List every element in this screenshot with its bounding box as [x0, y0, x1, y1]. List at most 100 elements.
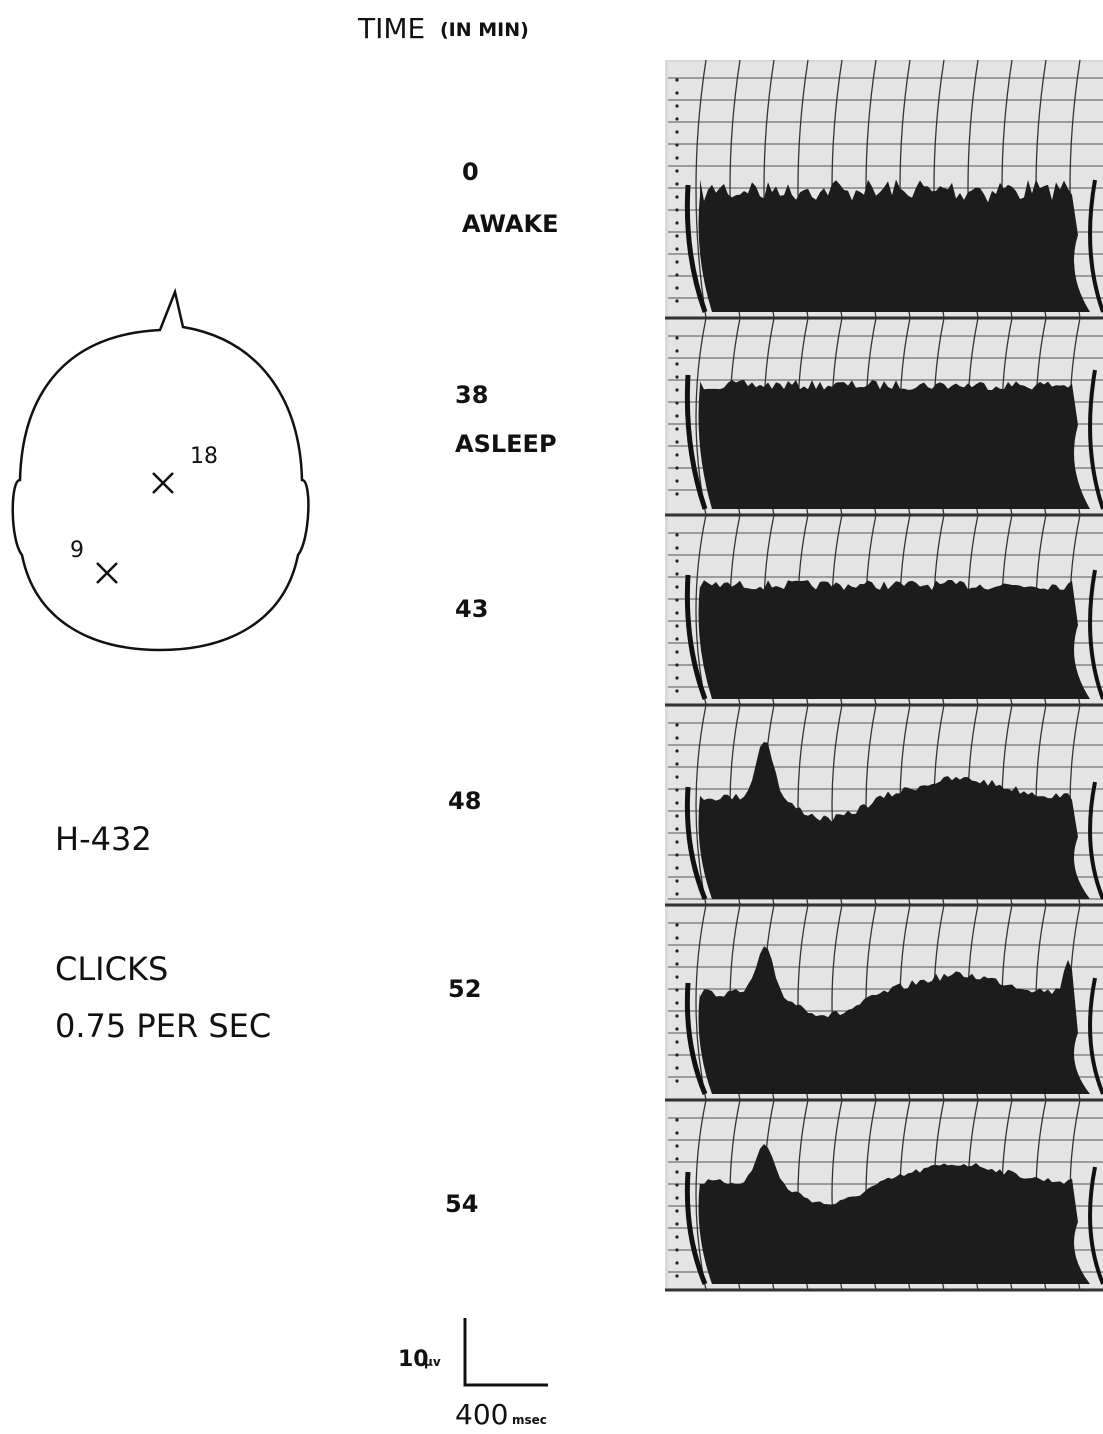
sprocket-dot: [675, 749, 678, 752]
sprocket-dot: [675, 975, 678, 978]
page: TIME (IN MIN) 18 9 H-432 CLICKS 0.75 PER…: [0, 0, 1103, 1434]
sprocket-dot: [675, 401, 678, 404]
sprocket-dot: [675, 78, 678, 81]
scale-bar: [465, 1318, 548, 1385]
recording-panel: [665, 60, 1103, 1290]
sprocket-dot: [675, 143, 678, 146]
time-unit: (IN MIN): [440, 19, 529, 41]
sprocket-dot: [675, 234, 678, 237]
sprocket-dot: [675, 1157, 678, 1160]
trace-strip: [665, 1100, 1103, 1290]
sprocket-dot: [675, 247, 678, 250]
sprocket-dot: [675, 1183, 678, 1186]
sprocket-dot: [675, 130, 678, 133]
sprocket-dot: [675, 440, 678, 443]
trace-state: AWAKE: [462, 210, 558, 238]
response-trace: [699, 179, 1091, 312]
sprocket-dot: [675, 1235, 678, 1238]
sprocket-dot: [675, 1209, 678, 1212]
trace-strip: [665, 705, 1103, 905]
sprocket-dot: [675, 923, 678, 926]
sprocket-dot: [675, 788, 678, 791]
sprocket-dot: [675, 650, 678, 653]
sprocket-dot: [675, 775, 678, 778]
sprocket-dot: [675, 156, 678, 159]
sprocket-dot: [675, 814, 678, 817]
sprocket-dot: [675, 260, 678, 263]
sprocket-dot: [675, 492, 678, 495]
sprocket-dot: [675, 1170, 678, 1173]
trace-time: 38: [455, 381, 488, 409]
sprocket-dot: [675, 221, 678, 224]
sprocket-dot: [675, 1261, 678, 1264]
electrode-label: 9: [70, 538, 84, 563]
sprocket-dot: [675, 453, 678, 456]
sprocket-dot: [675, 840, 678, 843]
sprocket-dot: [675, 988, 678, 991]
sprocket-dot: [675, 879, 678, 882]
sprocket-dot: [675, 208, 678, 211]
sprocket-dot: [675, 1222, 678, 1225]
sprocket-dot: [675, 388, 678, 391]
sprocket-dot: [675, 427, 678, 430]
sprocket-dot: [675, 949, 678, 952]
sprocket-dot: [675, 1248, 678, 1251]
trace-state: ASLEEP: [455, 430, 557, 458]
trace-time: 54: [445, 1190, 478, 1218]
figure: TIME (IN MIN) 18 9 H-432 CLICKS 0.75 PER…: [0, 0, 1103, 1434]
trace-time: 43: [455, 595, 488, 623]
electrode-label: 18: [190, 444, 218, 469]
trace-strip: [665, 318, 1103, 515]
sprocket-dot: [675, 1014, 678, 1017]
sprocket-dot: [675, 1053, 678, 1056]
sprocket-dot: [675, 336, 678, 339]
sprocket-dot: [675, 466, 678, 469]
sprocket-dot: [675, 1066, 678, 1069]
sprocket-dot: [675, 182, 678, 185]
sprocket-dot: [675, 273, 678, 276]
sprocket-dot: [675, 736, 678, 739]
sprocket-dot: [675, 169, 678, 172]
sprocket-dot: [675, 1196, 678, 1199]
scale-amplitude-unit: μv: [424, 1355, 441, 1369]
sprocket-dot: [675, 375, 678, 378]
sprocket-dot: [675, 1131, 678, 1134]
sprocket-dot: [675, 1118, 678, 1121]
sprocket-dot: [675, 801, 678, 804]
stimulus-label: CLICKS: [55, 950, 168, 988]
sprocket-dot: [675, 299, 678, 302]
trace-time: 0: [462, 158, 479, 186]
stimulus-rate: 0.75 PER SEC: [55, 1007, 271, 1045]
sprocket-dot: [675, 104, 678, 107]
sprocket-dot: [675, 414, 678, 417]
sprocket-dot: [675, 1144, 678, 1147]
sprocket-dot: [675, 866, 678, 869]
sprocket-dot: [675, 479, 678, 482]
trace-strip: [665, 905, 1103, 1100]
sprocket-dot: [675, 892, 678, 895]
sprocket-dot: [675, 827, 678, 830]
sprocket-dot: [675, 936, 678, 939]
sprocket-dot: [675, 1001, 678, 1004]
sprocket-dot: [675, 91, 678, 94]
trace-strip: [665, 515, 1103, 705]
sprocket-dot: [675, 962, 678, 965]
sprocket-dot: [675, 559, 678, 562]
sprocket-dot: [675, 349, 678, 352]
sprocket-dot: [675, 1040, 678, 1043]
sprocket-dot: [675, 663, 678, 666]
sprocket-dot: [675, 676, 678, 679]
sprocket-dot: [675, 195, 678, 198]
sprocket-dot: [675, 533, 678, 536]
sprocket-dot: [675, 546, 678, 549]
response-trace: [699, 380, 1091, 509]
sprocket-dot: [675, 117, 678, 120]
sprocket-dot: [675, 1027, 678, 1030]
electrode-mark: [97, 563, 117, 583]
sprocket-dot: [675, 637, 678, 640]
subject: H-432: [55, 820, 152, 858]
head-outline: [13, 292, 309, 650]
sprocket-dot: [675, 689, 678, 692]
trace-time: 52: [448, 975, 481, 1003]
